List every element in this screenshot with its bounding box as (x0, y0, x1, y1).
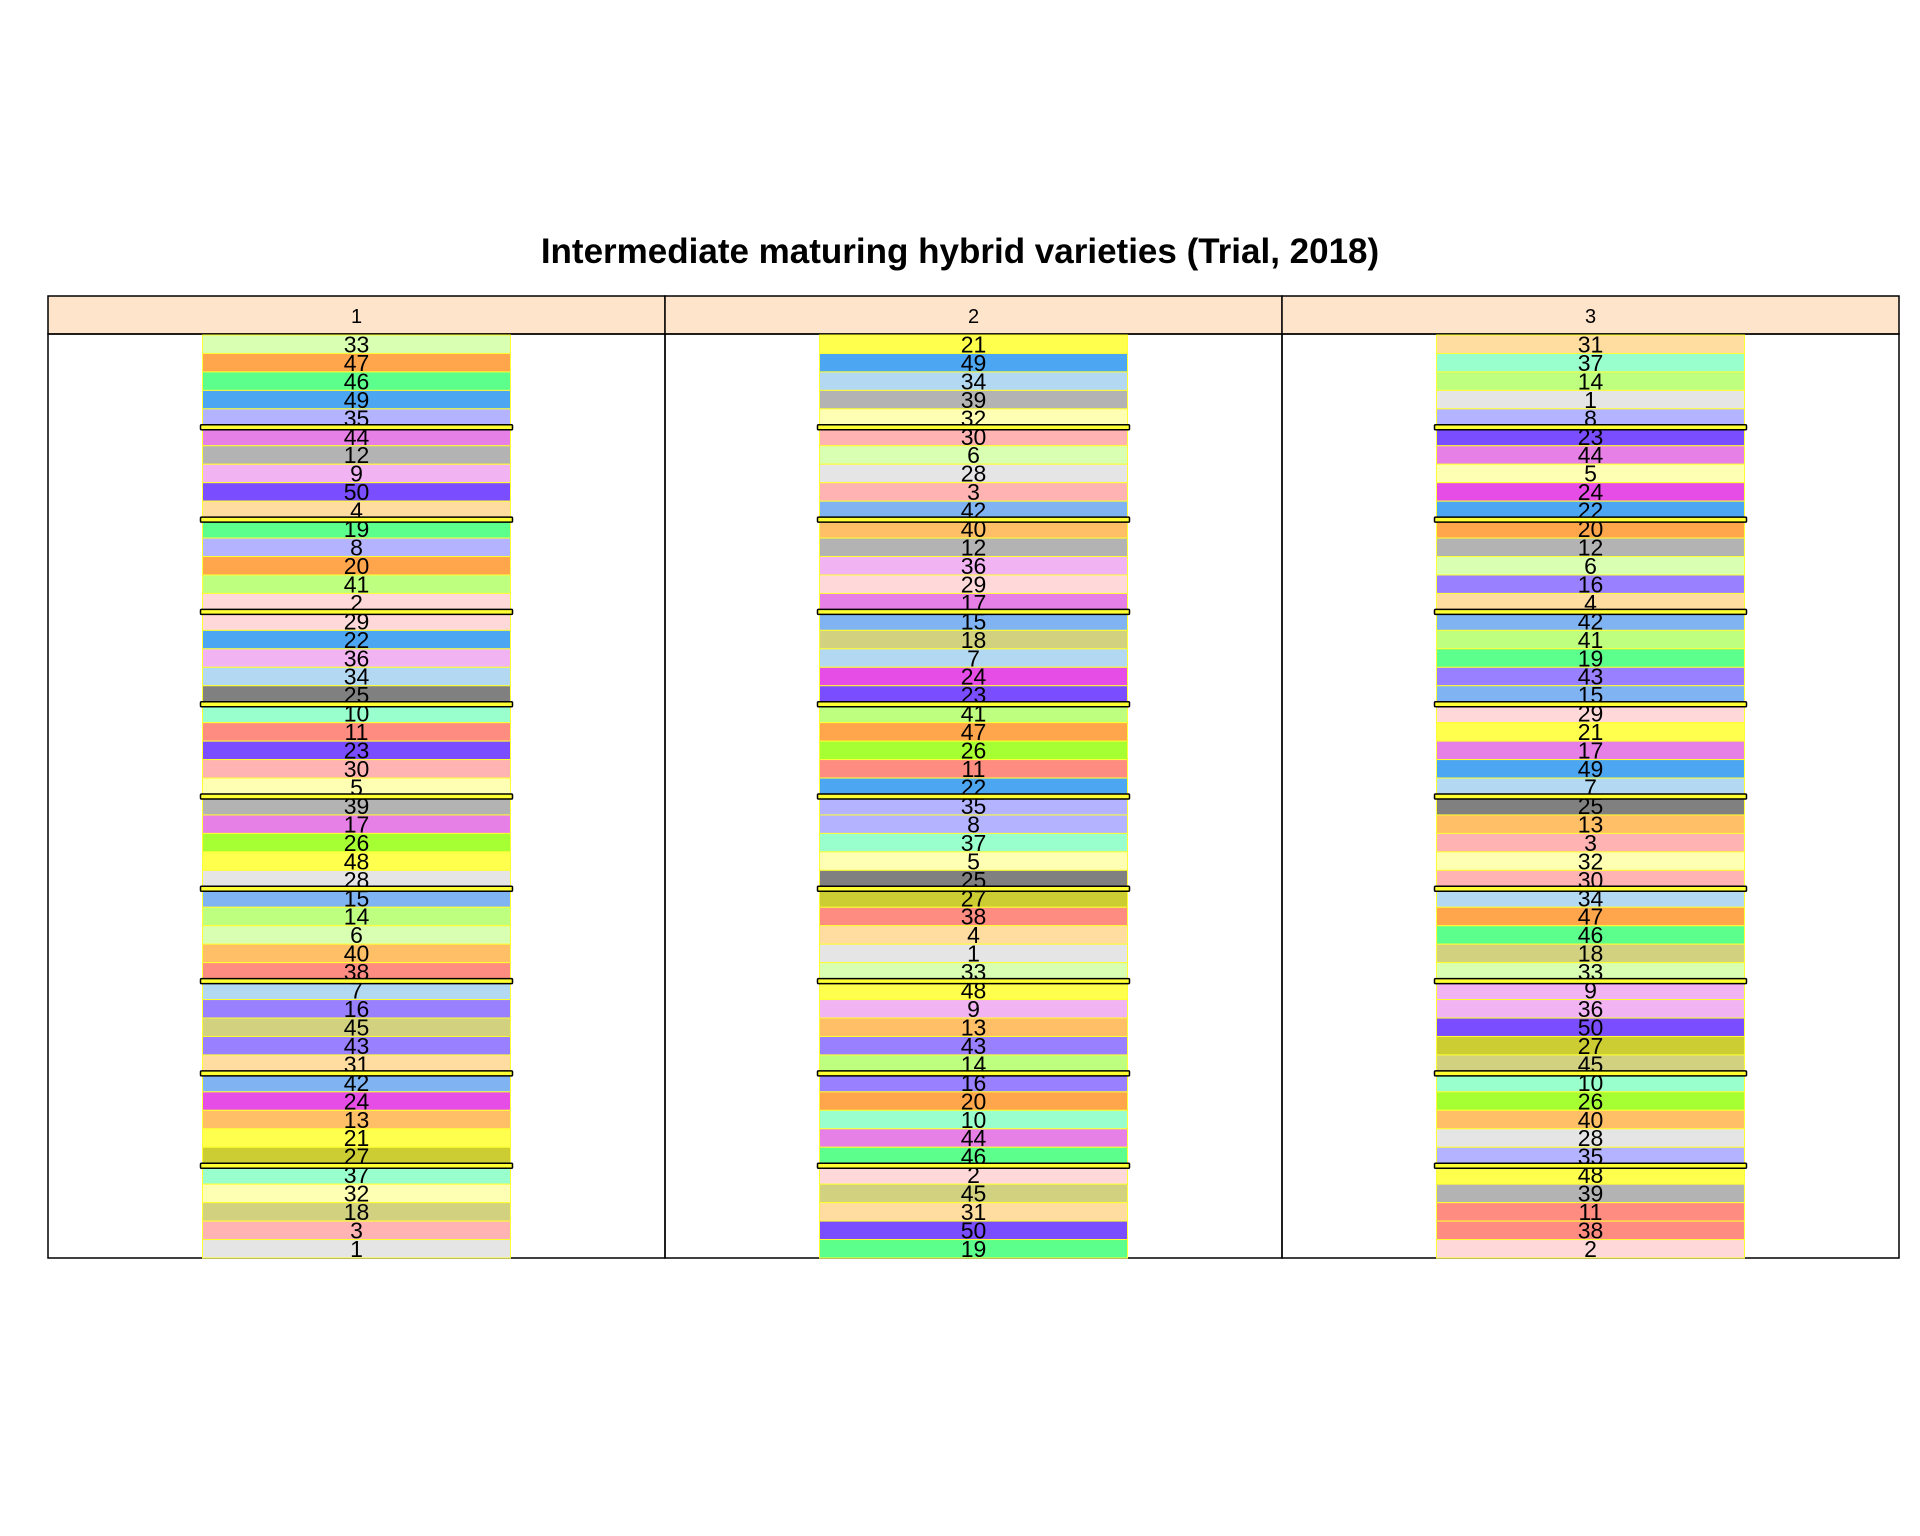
block-header-strip (664, 295, 1283, 335)
group-separator (1433, 516, 1748, 523)
group-separator (1433, 1070, 1748, 1077)
group-separator (1433, 885, 1748, 893)
plot-label: 1 (1584, 387, 1597, 413)
plot-label: 8 (350, 535, 363, 561)
plot-label: 9 (967, 996, 980, 1022)
plot-label: 2 (1584, 1236, 1597, 1262)
group-separator (816, 977, 1131, 985)
group-separator (199, 885, 514, 893)
plot-label: 5 (967, 848, 980, 874)
group-separator (199, 516, 514, 523)
plot-label: 8 (967, 811, 980, 837)
plot-label: 11 (962, 756, 986, 782)
group-separator (816, 1070, 1131, 1077)
group-separator (816, 1162, 1131, 1169)
plot-label: 3 (967, 479, 980, 505)
plot-cell (819, 1239, 1128, 1259)
group-separator (1433, 793, 1748, 800)
group-separator (816, 793, 1131, 800)
group-separator (1433, 424, 1748, 431)
plot-label: 3 (350, 1218, 363, 1244)
group-separator (816, 608, 1131, 616)
group-separator (199, 608, 514, 616)
group-separator (1433, 700, 1748, 708)
diagram-title: Intermediate maturing hybrid varieties (… (541, 232, 1379, 271)
group-separator (1433, 977, 1748, 985)
block-header-label: 1 (351, 306, 362, 328)
block-1: 1334746493544129504198204122922363425101… (47, 295, 666, 1262)
plot-label: 5 (1584, 461, 1597, 487)
plot-label: 6 (350, 922, 363, 948)
plot-label: 11 (345, 719, 369, 745)
plot-label: 11 (1579, 1199, 1603, 1225)
plot-label: 9 (350, 461, 363, 487)
plot-label: 6 (967, 442, 980, 468)
plot-label: 6 (1584, 553, 1597, 579)
block-header-label: 3 (1585, 306, 1596, 328)
group-separator (816, 700, 1131, 708)
group-separator (199, 793, 514, 800)
group-separator (816, 424, 1131, 431)
group-separator (199, 1070, 514, 1077)
block-3: 3313714182344524222012616442411943152921… (1281, 295, 1900, 1262)
blocks-layer: 1334746493544129504198204122922363425101… (47, 295, 1900, 1262)
plot-label: 19 (961, 1236, 987, 1262)
plot-cell (1436, 1239, 1745, 1259)
block-2: 2214934393230628342401236291715187242341… (664, 295, 1283, 1262)
group-separator (816, 885, 1131, 893)
group-separator (199, 977, 514, 985)
group-separator (199, 700, 514, 708)
plot-label: 4 (967, 922, 980, 948)
group-separator (199, 1162, 514, 1169)
plot-label: 7 (967, 645, 980, 671)
group-separator (1433, 1162, 1748, 1169)
group-separator (816, 516, 1131, 523)
group-separator (199, 424, 514, 431)
block-header-strip (47, 295, 666, 335)
plot-label: 3 (1584, 830, 1597, 856)
plot-label: 1 (967, 941, 980, 967)
group-separator (1433, 608, 1748, 616)
block-header-label: 2 (968, 306, 979, 328)
plot-label: 1 (350, 1236, 363, 1262)
plot-cell (202, 1239, 511, 1259)
